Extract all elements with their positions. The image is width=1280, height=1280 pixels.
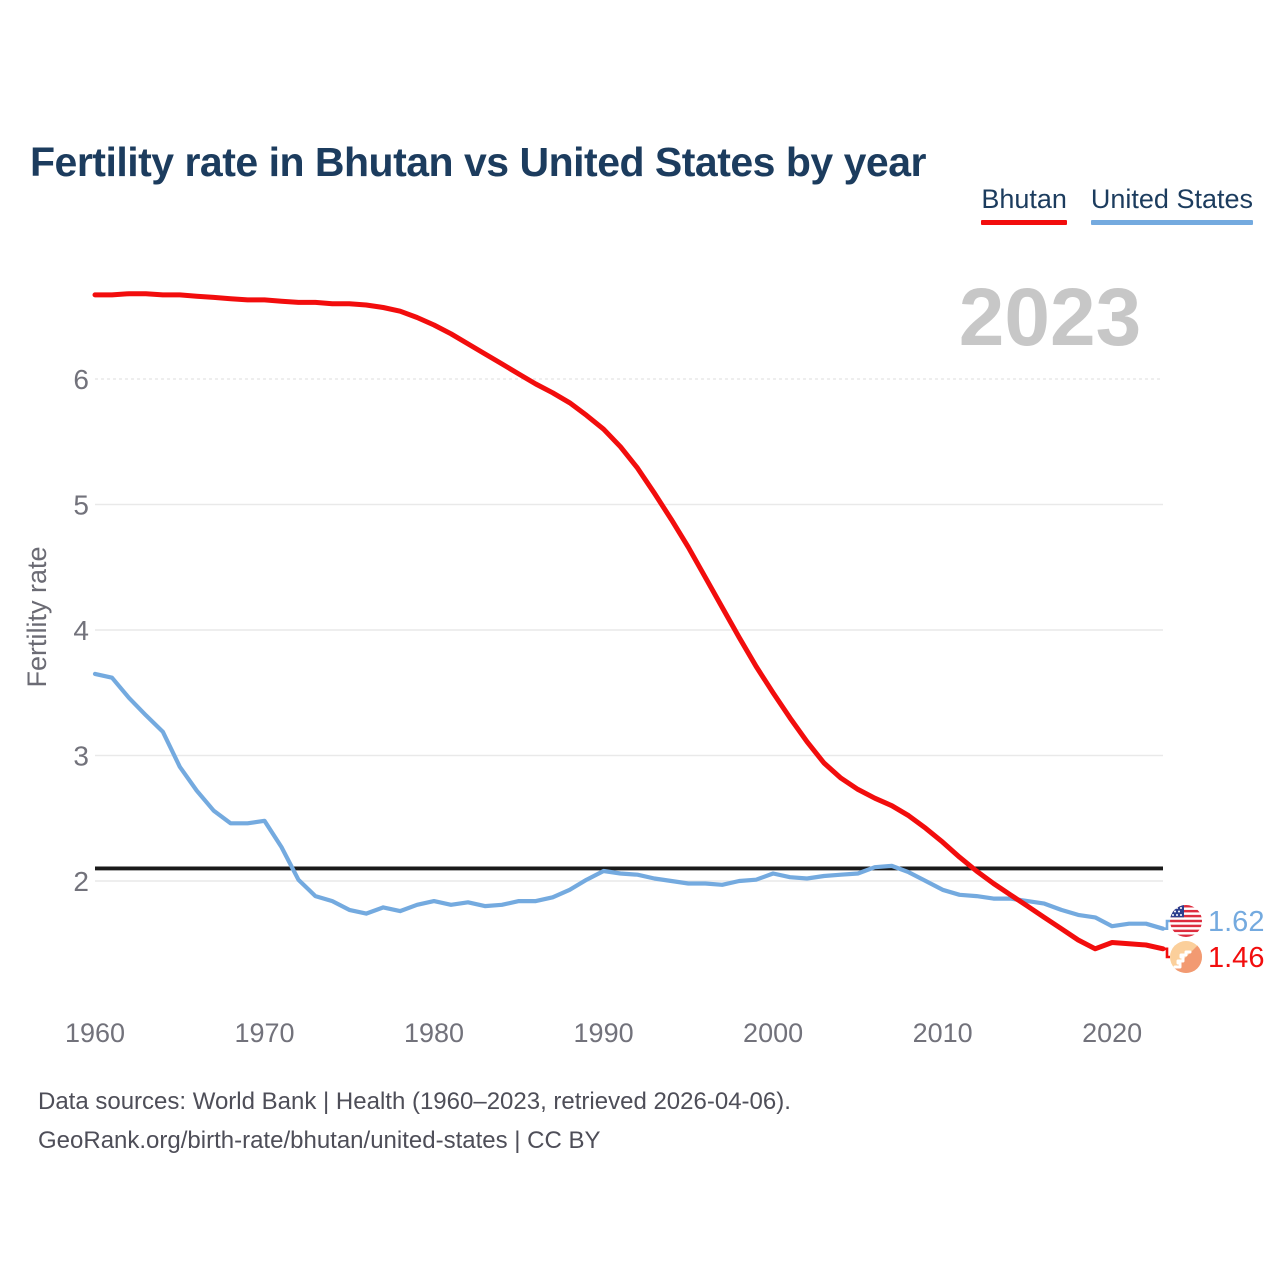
axis-tick-labels: 2 3 4 5 6 1960 1970 1980 1990 2000 2010 2020 — [65, 364, 1142, 1048]
y-tick-label-4: 4 — [73, 615, 89, 646]
source-line-1: Data sources: World Bank | Health (1960–… — [38, 1088, 791, 1115]
x-tick-label-1960: 1960 — [65, 1018, 125, 1048]
legend-label-bhutan: Bhutan — [981, 184, 1067, 214]
y-axis-title: Fertility rate — [22, 546, 52, 687]
y-tick-label-5: 5 — [73, 490, 89, 521]
page-title: Fertility rate in Bhutan vs United State… — [30, 139, 926, 186]
series-line-bhutan[interactable] — [92, 291, 1166, 952]
us-leader-line — [1163, 919, 1170, 930]
x-tick-label-2020: 2020 — [1082, 1018, 1142, 1048]
x-tick-label-1970: 1970 — [234, 1018, 294, 1048]
bhutan-end-value-label: 1.46 — [1208, 942, 1264, 974]
legend: Bhutan United States — [981, 184, 1253, 225]
x-tick-label-1990: 1990 — [574, 1018, 634, 1048]
series-line-united-states[interactable] — [92, 671, 1166, 931]
series-lines — [92, 291, 1166, 952]
legend-bar-united-states — [1090, 220, 1253, 225]
legend-item-united-states[interactable]: United States — [1090, 184, 1253, 225]
y-tick-label-2: 2 — [73, 866, 89, 897]
source-note: Data sources: World Bank | Health (1960–… — [38, 1082, 791, 1160]
x-tick-label-2010: 2010 — [913, 1018, 973, 1048]
y-tick-label-6: 6 — [73, 364, 89, 395]
x-tick-label-2000: 2000 — [743, 1018, 803, 1048]
leader-lines — [1163, 919, 1170, 959]
bhutan-flag-icon — [1170, 941, 1202, 973]
us-flag-icon — [1170, 905, 1202, 937]
us-end-value-label: 1.62 — [1208, 906, 1264, 938]
x-tick-label-1980: 1980 — [404, 1018, 464, 1048]
year-watermark: 2023 — [959, 272, 1141, 363]
y-tick-label-3: 3 — [73, 741, 89, 772]
bhutan-leader-line — [1163, 947, 1170, 959]
source-line-2: GeoRank.org/birth-rate/bhutan/united-sta… — [38, 1127, 601, 1154]
legend-label-united-states: United States — [1090, 184, 1253, 214]
legend-bar-bhutan — [981, 220, 1067, 225]
gridlines — [95, 378, 1163, 882]
legend-item-bhutan[interactable]: Bhutan — [981, 184, 1067, 225]
